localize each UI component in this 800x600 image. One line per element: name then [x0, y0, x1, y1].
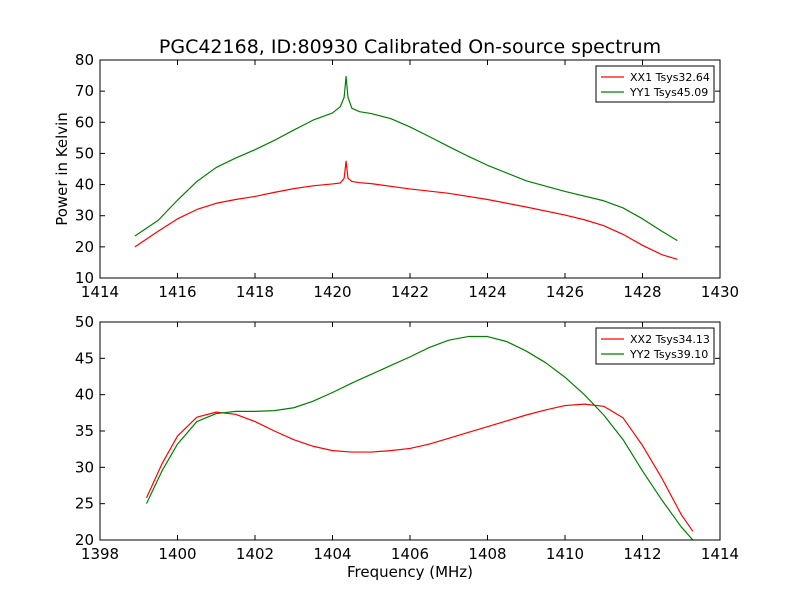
y-axis-label: Power in Kelvin — [53, 112, 71, 226]
plots-container: 1414 1416 1418 1420 1422 1424 1426 1428 1430 10 20… — [53, 51, 739, 581]
y-tick-label: 20 — [75, 531, 94, 549]
y-tick-label: 35 — [75, 422, 94, 440]
x-tick-label: 1414 — [81, 283, 119, 301]
y-tick-label: 60 — [75, 113, 94, 131]
x-tick-label: 1430 — [701, 283, 739, 301]
legend-entry: YY2 Tsys39.10 — [629, 348, 708, 361]
y-tick-label: 30 — [75, 458, 94, 476]
series-line-1-1 — [134, 160, 678, 260]
legend-entry: XX2 Tsys34.13 — [630, 333, 710, 346]
x-tick-label: 1416 — [158, 283, 196, 301]
x-tick-label: 1418 — [236, 283, 274, 301]
y-tick-label: 40 — [75, 176, 94, 194]
legend: XX2 Tsys34.13 YY2 Tsys39.10 — [595, 327, 715, 365]
x-tick-label: 1400 — [158, 545, 196, 563]
y-tick-label: 70 — [75, 82, 94, 100]
legend-entry: XX1 Tsys32.64 — [630, 71, 710, 84]
y-tick-label: 45 — [75, 349, 94, 367]
x-tick-label: 1398 — [81, 545, 119, 563]
legend: XX1 Tsys32.64 YY1 Tsys45.09 — [595, 65, 715, 103]
y-tick-label: 50 — [75, 313, 94, 331]
x-tick-label: 1404 — [313, 545, 351, 563]
x-tick-label: 1428 — [623, 283, 661, 301]
legend-box — [595, 327, 715, 365]
x-tick-label: 1414 — [701, 545, 739, 563]
x-tick-label: 1402 — [236, 545, 274, 563]
x-tick-label: 1410 — [546, 545, 584, 563]
series-line-1-2 — [134, 75, 678, 242]
x-tick-label: 1408 — [468, 545, 506, 563]
y-tick-label: 25 — [75, 495, 94, 513]
series-line-2-2 — [145, 335, 694, 540]
x-tick-label: 1420 — [313, 283, 351, 301]
y-tick-label: 20 — [75, 238, 94, 256]
x-tick-label: 1412 — [623, 545, 661, 563]
y-tick-label: 80 — [75, 51, 94, 69]
x-tick-label: 1424 — [468, 283, 506, 301]
subplot-1: 1414 1416 1418 1420 1422 1424 1426 1428 1430 10 20… — [53, 51, 739, 301]
x-tick-label: 1426 — [546, 283, 584, 301]
x-axis-label: Frequency (MHz) — [347, 563, 473, 581]
series-line-2-1 — [145, 403, 694, 532]
subplot-2: 1398 1400 1402 1404 1406 1408 1410 1412 1414 20 25… — [75, 313, 739, 581]
x-tick-label: 1422 — [391, 283, 429, 301]
y-tick-label: 40 — [75, 386, 94, 404]
figure-title: PGC42168, ID:80930 Calibrated On-source … — [159, 36, 661, 58]
legend-box — [595, 65, 715, 103]
y-tick-label: 10 — [75, 269, 94, 287]
y-tick-label: 30 — [75, 207, 94, 225]
legend-entry: YY1 Tsys45.09 — [629, 86, 708, 99]
y-tick-label: 50 — [75, 144, 94, 162]
x-tick-label: 1406 — [391, 545, 429, 563]
